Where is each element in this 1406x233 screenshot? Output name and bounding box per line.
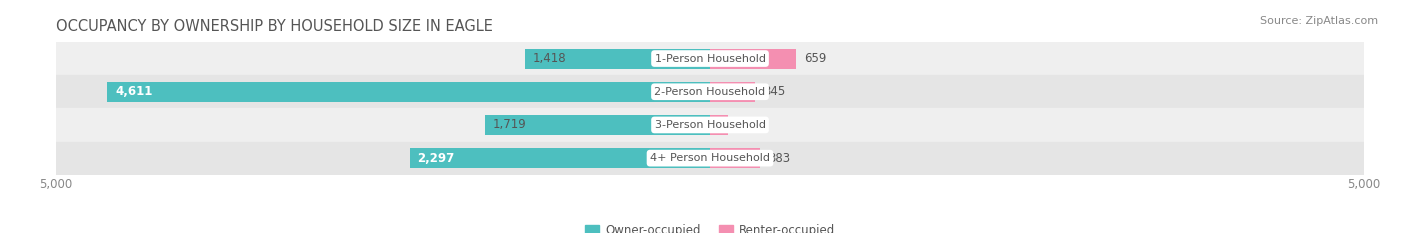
Bar (710, 82, 755, 102)
Bar (710, 49, 796, 69)
Text: 2-Person Household: 2-Person Household (654, 87, 766, 97)
Bar (56, 75, 1364, 108)
Bar (524, 49, 710, 69)
Bar (710, 115, 728, 135)
Text: 4+ Person Household: 4+ Person Household (650, 153, 770, 163)
Bar (485, 115, 710, 135)
Text: Source: ZipAtlas.com: Source: ZipAtlas.com (1260, 16, 1378, 26)
Bar (107, 82, 710, 102)
Bar (409, 148, 710, 168)
Text: 1,418: 1,418 (533, 52, 567, 65)
Text: 1,719: 1,719 (494, 118, 527, 131)
Legend: Owner-occupied, Renter-occupied: Owner-occupied, Renter-occupied (581, 219, 839, 233)
Bar (56, 42, 1364, 75)
Text: 1-Person Household: 1-Person Household (655, 54, 765, 64)
Text: 2,297: 2,297 (418, 152, 454, 165)
Bar (56, 108, 1364, 142)
Bar (56, 142, 1364, 175)
Text: 659: 659 (804, 52, 827, 65)
Text: 383: 383 (768, 152, 790, 165)
Text: 3-Person Household: 3-Person Household (655, 120, 765, 130)
Text: OCCUPANCY BY OWNERSHIP BY HOUSEHOLD SIZE IN EAGLE: OCCUPANCY BY OWNERSHIP BY HOUSEHOLD SIZE… (56, 19, 494, 34)
Text: 139: 139 (737, 118, 758, 131)
Bar (710, 148, 761, 168)
Text: 345: 345 (763, 85, 785, 98)
Text: 4,611: 4,611 (115, 85, 152, 98)
